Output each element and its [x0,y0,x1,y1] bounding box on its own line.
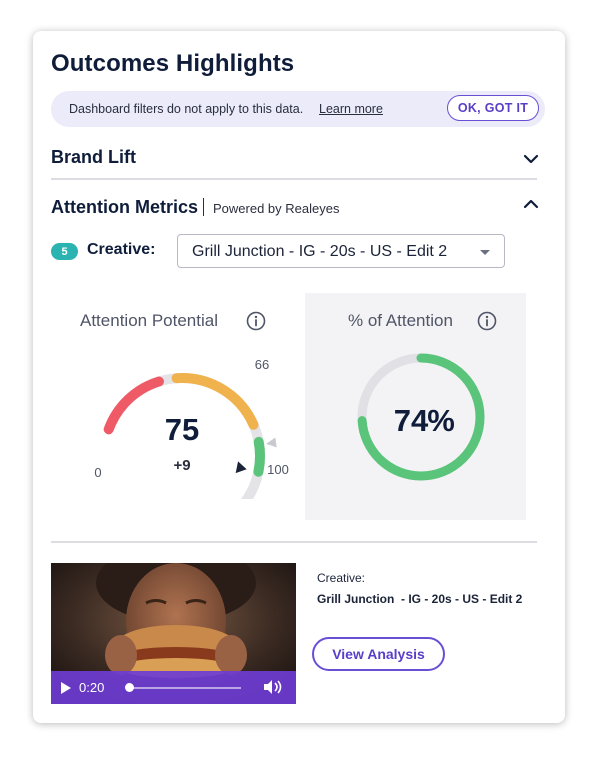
gauge-max-label: 100 [267,462,289,477]
separator [203,198,204,216]
video-time: 0:20 [79,680,105,695]
ring-fill [357,353,485,481]
outcomes-highlights-card: Outcomes Highlights Dashboard filters do… [33,31,565,723]
view-analysis-button[interactable]: View Analysis [312,637,445,671]
video-progress-knob[interactable] [125,683,134,692]
brand-lift-header[interactable]: Brand Lift [51,147,541,171]
learn-more-link[interactable]: Learn more [319,102,383,116]
gauge-value: 75 [165,412,199,447]
gauge-zone-low [103,376,164,435]
video-controls: 0:20 [51,671,296,704]
chevron-up-icon[interactable] [521,194,541,214]
creative-select[interactable]: Grill Junction - IG - 20s - US - Edit 2 [177,234,505,268]
attention-potential-title: Attention Potential [80,311,218,330]
play-icon[interactable] [59,681,73,695]
attention-metrics-header[interactable]: Attention Metrics [51,197,541,221]
gauge-delta: +9 [173,457,190,474]
percent-attention-ring: 74 % [357,353,485,481]
creative-select-value: Grill Junction - IG - 20s - US - Edit 2 [192,243,448,260]
percent-attention-panel [305,293,526,520]
section-divider [51,178,537,180]
section-divider [51,541,537,543]
brand-lift-label: Brand Lift [51,147,136,167]
creative-info-name: Grill Junction - IG - 20s - US - Edit 2 [317,592,523,606]
gauge-zone-high [253,436,265,477]
ring-unit: % [427,403,455,438]
info-icon[interactable] [477,311,497,331]
gauge-min-label: 0 [94,465,101,480]
ring-value: 74 [394,403,429,438]
creative-label: Creative: [87,241,156,258]
volume-icon[interactable] [262,679,284,695]
info-icon[interactable] [246,311,266,331]
creative-count-badge: 5 [51,243,78,260]
value-pointer [235,461,247,474]
powered-by-label: Powered by Realeyes [213,201,340,216]
filters-banner: Dashboard filters do not apply to this d… [51,91,545,127]
gauge-zone-mid [171,373,259,430]
percent-attention-title: % of Attention [348,311,453,330]
creative-video-player[interactable]: 0:20 [51,563,296,704]
attention-potential-gauge: 75 +9 0 100 66 [94,357,289,499]
attention-metrics-label: Attention Metrics [51,197,199,217]
creative-info-label: Creative: [317,571,366,585]
gauge-benchmark-label: 66 [255,357,269,372]
caret-down-icon [480,250,490,255]
video-progress-track[interactable] [129,687,241,689]
chevron-down-icon[interactable] [521,149,541,169]
benchmark-marker [266,437,277,448]
card-title: Outcomes Highlights [51,50,295,77]
ok-got-it-button[interactable]: OK, GOT IT [447,95,539,121]
banner-message: Dashboard filters do not apply to this d… [69,102,304,116]
